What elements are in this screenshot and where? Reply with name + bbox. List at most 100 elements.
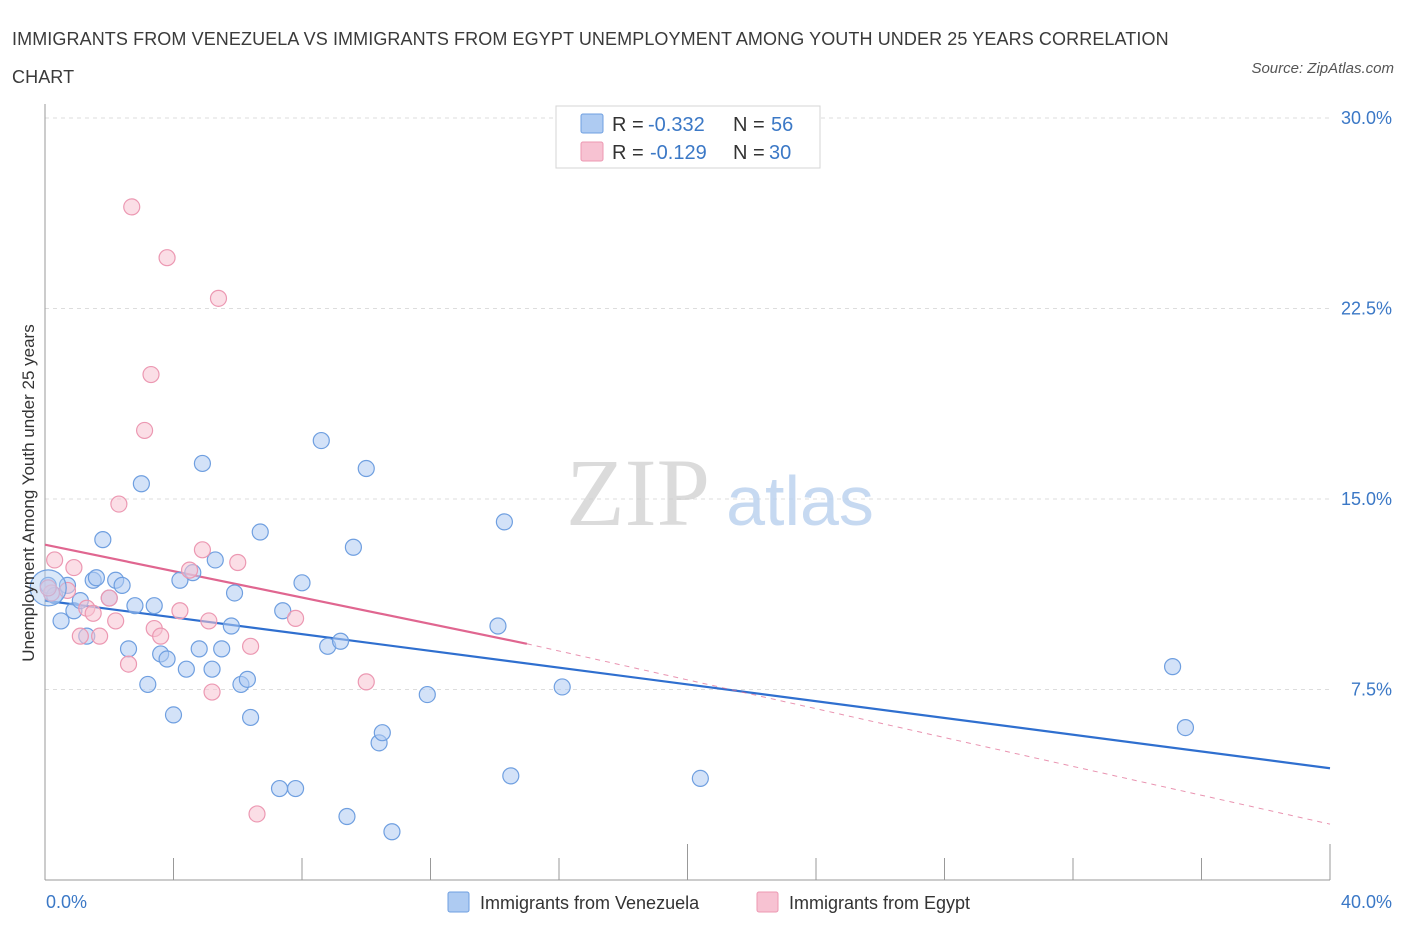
egypt-point-19 — [180, 561, 199, 579]
stats-venezuela-r-label: R = — [612, 114, 644, 136]
egypt-point-26 — [248, 805, 266, 823]
grid-lines — [45, 117, 1330, 690]
egypt-point-3 — [65, 558, 83, 577]
venezuela-point-52 — [553, 678, 571, 696]
venezuela-point-44 — [357, 459, 375, 478]
venezuela-point-42 — [338, 807, 356, 826]
legend-egypt-label: Immigrants from Egypt — [789, 893, 970, 913]
venezuela-point-50 — [495, 513, 513, 531]
egypt-point-8 — [100, 589, 118, 607]
venezuela-point-49 — [489, 617, 507, 635]
y-tick-labels: 7.5% 15.0% 22.5% 30.0% — [1341, 108, 1392, 700]
venezuela-point-35 — [270, 779, 289, 798]
venezuela-point-8 — [87, 569, 106, 587]
venezuela-point-14 — [126, 597, 144, 615]
legend-egypt-swatch — [756, 891, 779, 913]
egypt-point-14 — [142, 365, 160, 384]
stats-egypt-r-label: R = — [612, 142, 644, 164]
egypt-point-1 — [46, 551, 64, 569]
y-tick-label-0: 7.5% — [1351, 680, 1392, 700]
chart-legend: Immigrants from Venezuela Immigrants fro… — [447, 891, 970, 913]
egypt-point-22 — [203, 683, 221, 701]
stats-venezuela-n-label: N = — [733, 114, 765, 136]
stats-venezuela-n-value: 56 — [771, 114, 793, 136]
venezuela-point-22 — [177, 660, 195, 678]
egypt-trend-line-extension — [526, 643, 1331, 825]
venezuela-cluster-point — [29, 569, 67, 607]
x-tick-labels: 0.0% 40.0% — [46, 892, 1392, 912]
venezuela-point-32 — [238, 670, 256, 688]
watermark: ZIP atlas — [566, 439, 874, 546]
venezuela-point-37 — [286, 779, 305, 798]
egypt-point-10 — [110, 495, 128, 513]
stats-venezuela-r-value: -0.332 — [648, 114, 705, 136]
venezuela-point-34 — [251, 523, 269, 541]
stats-egypt-n-value: 30 — [769, 142, 791, 164]
venezuela-point-25 — [193, 454, 212, 473]
egypt-point-17 — [158, 249, 176, 267]
egypt-point-27 — [286, 609, 305, 627]
venezuela-point-51 — [502, 767, 520, 785]
venezuela-point-20 — [164, 706, 183, 724]
egypt-point-12 — [123, 198, 141, 216]
data-points — [29, 198, 1195, 841]
legend-venezuela-label: Immigrants from Venezuela — [480, 893, 700, 913]
egypt-point-24 — [229, 553, 247, 572]
venezuela-point-43 — [344, 538, 362, 556]
egypt-point-21 — [200, 612, 218, 630]
venezuela-point-24 — [190, 640, 208, 658]
egypt-point-7 — [91, 627, 109, 645]
x-tick-label-0: 0.0% — [46, 892, 87, 912]
watermark-zip: ZIP — [566, 439, 710, 546]
venezuela-point-36 — [274, 602, 292, 620]
egypt-point-18 — [171, 602, 189, 620]
venezuela-point-2 — [52, 612, 70, 630]
venezuela-trend-line — [44, 599, 1331, 770]
axes — [44, 104, 1331, 881]
venezuela-point-13 — [119, 640, 138, 658]
legend-venezuela-swatch — [447, 891, 470, 913]
venezuela-point-12 — [113, 576, 131, 594]
venezuela-point-33 — [242, 708, 260, 727]
y-axis-label: Unemployment Among Youth under 25 years — [19, 324, 38, 661]
trend-lines — [44, 543, 1331, 825]
venezuela-point-26 — [203, 660, 221, 678]
venezuela-point-30 — [225, 584, 244, 602]
egypt-trend-line — [44, 543, 528, 645]
y-tick-label-1: 15.0% — [1341, 489, 1392, 509]
stats-egypt-n-label: N = — [733, 142, 765, 164]
egypt-point-4 — [71, 627, 89, 645]
venezuela-point-47 — [383, 823, 401, 841]
stats-egypt-r-value: -0.129 — [650, 142, 707, 164]
venezuela-point-27 — [206, 551, 224, 569]
venezuela-point-54 — [1163, 658, 1182, 676]
venezuela-point-39 — [312, 431, 330, 450]
egypt-point-29 — [39, 579, 57, 597]
venezuela-point-38 — [293, 574, 311, 592]
venezuela-point-29 — [222, 617, 240, 635]
egypt-point-11 — [119, 655, 138, 673]
venezuela-point-46 — [373, 724, 391, 742]
venezuela-point-16 — [139, 675, 157, 694]
egypt-point-9 — [107, 612, 125, 630]
venezuela-point-15 — [132, 475, 150, 493]
stats-venezuela-swatch — [580, 113, 604, 134]
venezuela-point-53 — [691, 769, 709, 788]
stats-egypt-swatch — [580, 141, 604, 162]
y-tick-label-2: 22.5% — [1341, 299, 1392, 319]
venezuela-point-41 — [331, 632, 350, 650]
stats-legend: R = -0.332 N = 56 R = -0.129 N = 30 — [555, 105, 821, 169]
venezuela-point-48 — [418, 685, 436, 704]
egypt-point-23 — [209, 289, 228, 307]
egypt-point-25 — [242, 637, 260, 655]
chart-title: IMMIGRANTS FROM VENEZUELA VS IMMIGRANTS … — [12, 29, 1169, 87]
venezuela-point-28 — [213, 640, 231, 658]
y-tick-label-3: 30.0% — [1341, 108, 1392, 128]
egypt-point-6 — [84, 604, 102, 622]
venezuela-point-19 — [158, 650, 176, 668]
chart-source: Source: ZipAtlas.com — [1251, 60, 1394, 77]
egypt-point-13 — [135, 421, 154, 440]
watermark-atlas: atlas — [726, 462, 874, 540]
venezuela-point-55 — [1176, 718, 1195, 737]
